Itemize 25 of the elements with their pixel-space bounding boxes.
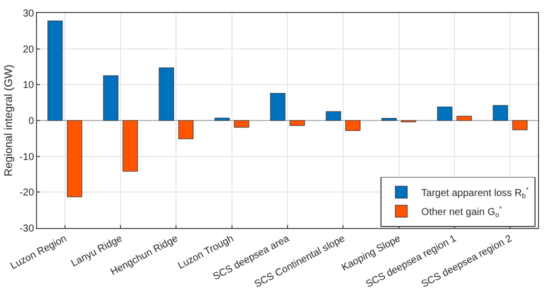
bar (234, 120, 250, 128)
bar (326, 111, 342, 121)
bar (66, 120, 82, 198)
bar (381, 118, 397, 121)
bar (512, 120, 528, 130)
y-tick-label: 10 (22, 80, 34, 92)
y-tick-label: -20 (20, 188, 34, 199)
bar (456, 116, 472, 121)
bar (158, 68, 174, 121)
bar (437, 106, 452, 121)
bar (214, 118, 230, 121)
bar (122, 120, 138, 172)
bar (47, 20, 63, 121)
y-axis-title: Regional integral (GW) (3, 64, 16, 176)
bar (178, 120, 194, 140)
bar (270, 92, 286, 121)
y-tick-label: -10 (20, 152, 34, 163)
y-tick-label: -30 (20, 224, 34, 234)
y-tick-label: 30 (22, 8, 34, 20)
y-tick-label: 0 (28, 116, 34, 127)
y-tick-label: 20 (22, 44, 34, 56)
bar (345, 120, 361, 131)
bar (492, 105, 508, 121)
bar (103, 75, 118, 121)
bar (290, 120, 305, 126)
